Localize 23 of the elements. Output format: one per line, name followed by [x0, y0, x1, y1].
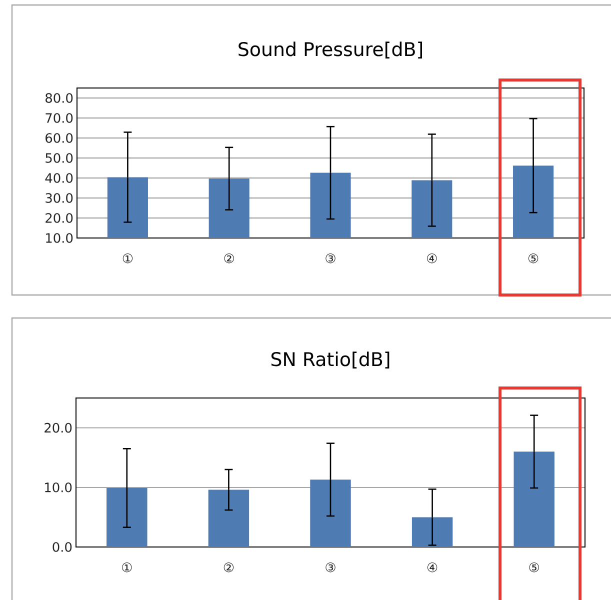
chart-title: Sound Pressure[dB] — [238, 42, 422, 59]
y-tick-label: 50.0 — [46, 153, 73, 163]
y-tick-label: 20.0 — [46, 213, 73, 223]
x-tick-label: ③ — [326, 254, 336, 264]
y-tick-label: 70.0 — [46, 113, 73, 123]
y-tick-label: 30.0 — [46, 193, 73, 203]
x-tick-label: ② — [224, 254, 234, 264]
y-tick-label: 40.0 — [45, 173, 73, 183]
y-tick-label: 10.0 — [46, 233, 73, 243]
y-tick-label: 20.0 — [44, 422, 72, 433]
x-tick-label: ⑤ — [528, 254, 538, 264]
y-tick-label: 0.0 — [52, 542, 72, 552]
x-tick-label: ① — [122, 254, 133, 264]
x-tick-label: ④ — [427, 562, 438, 572]
x-tick-label: ③ — [326, 562, 336, 572]
x-tick-label: ⑤ — [529, 562, 539, 572]
x-tick-label: ① — [122, 562, 132, 572]
y-tick-label: 10.0 — [45, 482, 72, 492]
y-tick-label: 60.0 — [46, 133, 73, 143]
x-tick-label: ④ — [427, 254, 437, 264]
x-tick-label: ② — [224, 562, 234, 572]
chart-title: SN Ratio[dB] — [271, 352, 390, 369]
y-tick-label: 80.0 — [46, 93, 73, 103]
